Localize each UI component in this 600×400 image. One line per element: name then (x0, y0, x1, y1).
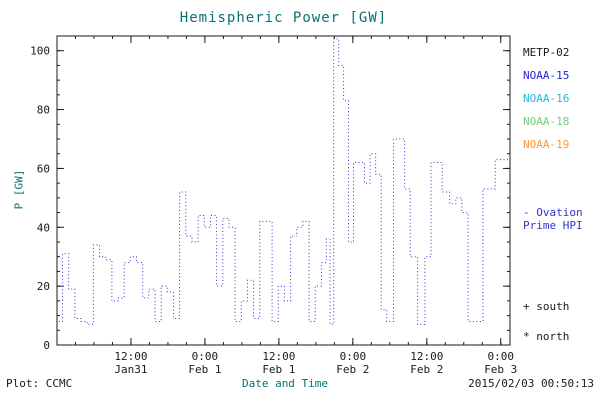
legend-item-noaa15: NOAA-15 (523, 69, 570, 82)
x-tick-time: 12:00 (410, 350, 443, 363)
plot-source-label: Plot: CCMC (6, 377, 73, 390)
x-axis-label: Date and Time (241, 377, 329, 390)
hpi-series-line (58, 38, 510, 325)
x-tick-time: 0:00 (192, 350, 219, 363)
x-tick-date: Feb 2 (336, 363, 369, 376)
x-tick-date: Feb 3 (484, 363, 517, 376)
y-tick-value: 20 (37, 280, 50, 293)
x-tick-date: Feb 2 (410, 363, 443, 376)
x-tick-time: 0:00 (488, 350, 515, 363)
legend-satellites: METP-02 NOAA-15 NOAA-16 NOAA-18 NOAA-19 (523, 46, 569, 151)
legend-item-metp02: METP-02 (523, 46, 570, 59)
y-tick-value: 80 (37, 104, 50, 117)
legend-item-south-marker: + south (523, 300, 570, 313)
y-tick-value: 0 (43, 339, 50, 352)
plot-frame (56, 35, 511, 346)
x-tick-time: 12:00 (114, 350, 147, 363)
chart-title: Hemispheric Power [GW] (179, 10, 388, 26)
data-series (58, 38, 510, 325)
legend-ovation-line1: - Ovation (523, 206, 583, 219)
legend-item-noaa16: NOAA-16 (523, 92, 570, 105)
axis-ticks (57, 36, 510, 346)
legend-item-noaa19: NOAA-19 (523, 138, 570, 151)
legend-item-noaa18: NOAA-18 (523, 115, 570, 128)
legend-ovation-line2: Prime HPI (523, 219, 583, 232)
legend-item-north-marker: * north (523, 330, 570, 343)
y-tick-value: 100 (30, 45, 50, 58)
plot-timestamp: 2015/02/03 00:50:13 (468, 377, 594, 390)
x-tick-time: 12:00 (262, 350, 295, 363)
y-axis-label: P [GW] (12, 169, 26, 210)
y-tick-value: 60 (37, 162, 50, 175)
legend: METP-02 NOAA-15 NOAA-16 NOAA-18 NOAA-19 … (523, 0, 600, 400)
x-tick-date: Feb 1 (262, 363, 295, 376)
legend-item-ovation-prime-hpi: - Ovation Prime HPI (523, 206, 583, 232)
x-tick-date: Feb 1 (188, 363, 221, 376)
x-tick-date: Jan31 (114, 363, 147, 376)
y-tick-value: 40 (37, 221, 50, 234)
x-tick-time: 0:00 (340, 350, 367, 363)
